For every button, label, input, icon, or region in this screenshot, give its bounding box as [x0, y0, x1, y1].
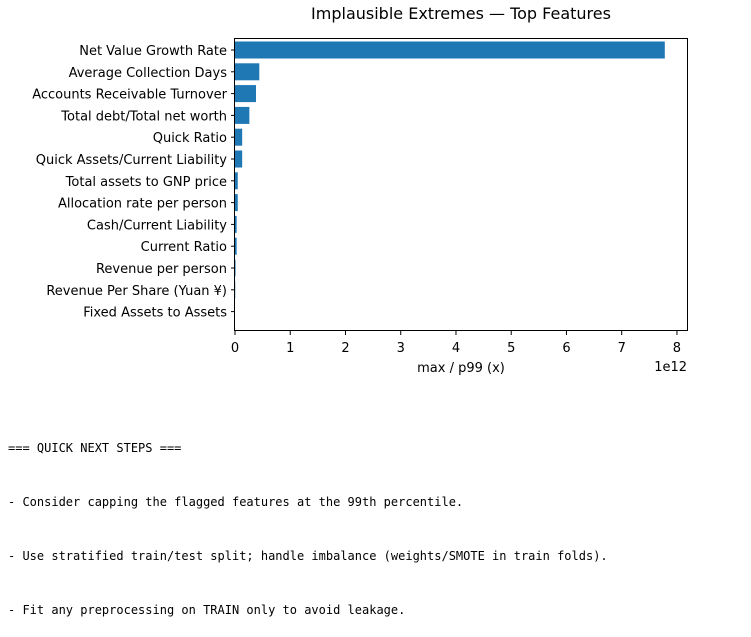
y-tick-label: Accounts Receivable Turnover	[32, 88, 227, 103]
bar	[235, 172, 238, 189]
chart-title: Implausible Extremes — Top Features	[311, 4, 611, 23]
y-tick-label: Quick Assets/Current Liability	[36, 153, 228, 168]
bar	[235, 216, 237, 233]
bar	[235, 42, 665, 59]
bar	[235, 107, 249, 124]
bar	[235, 85, 256, 102]
notes-line: - Use stratified train/test split; handl…	[8, 547, 608, 565]
bar	[235, 260, 236, 277]
quick-next-steps: === QUICK NEXT STEPS === - Consider capp…	[8, 403, 608, 637]
bar-chart: Implausible Extremes — Top Features Net …	[0, 0, 751, 400]
plot-frame	[235, 39, 688, 331]
x-scale-label: 1e12	[654, 360, 687, 375]
y-tick-label: Revenue Per Share (Yuan ¥)	[46, 284, 227, 299]
y-tick-label: Average Collection Days	[69, 66, 228, 81]
y-tick-label: Allocation rate per person	[58, 197, 227, 212]
x-tick-label: 2	[341, 341, 349, 356]
x-tick-label: 4	[452, 341, 460, 356]
notes-heading: === QUICK NEXT STEPS ===	[8, 439, 608, 457]
notes-line: - Fit any preprocessing on TRAIN only to…	[8, 601, 608, 619]
x-tick-label: 5	[507, 341, 515, 356]
x-tick-label: 8	[673, 341, 681, 356]
bar	[235, 238, 237, 255]
bars-group	[235, 42, 665, 299]
y-tick-label: Cash/Current Liability	[87, 218, 227, 233]
y-tick-label: Quick Ratio	[153, 131, 227, 146]
y-tick-label: Net Value Growth Rate	[79, 44, 227, 59]
notes-line: - Consider capping the flagged features …	[8, 493, 608, 511]
y-tick-label: Total assets to GNP price	[65, 175, 227, 190]
y-tick-label: Revenue per person	[96, 262, 227, 277]
x-axis-label: max / p99 (x)	[417, 361, 505, 376]
x-tick-label: 0	[231, 341, 239, 356]
x-tick-label: 1	[286, 341, 294, 356]
bar	[235, 129, 242, 146]
y-tick-label: Total debt/Total net worth	[60, 109, 227, 124]
bar	[235, 151, 242, 168]
x-tick-label: 3	[397, 341, 405, 356]
y-tick-label: Current Ratio	[141, 240, 227, 255]
y-tick-labels: Net Value Growth Rate Average Collection …	[32, 44, 235, 321]
y-tick-label: Fixed Assets to Assets	[83, 306, 227, 321]
bar	[235, 194, 238, 211]
bar	[235, 63, 259, 80]
x-ticks: 0 1 2 3 4 5 6 7 8	[231, 331, 681, 356]
x-tick-label: 6	[562, 341, 570, 356]
x-tick-label: 7	[618, 341, 626, 356]
